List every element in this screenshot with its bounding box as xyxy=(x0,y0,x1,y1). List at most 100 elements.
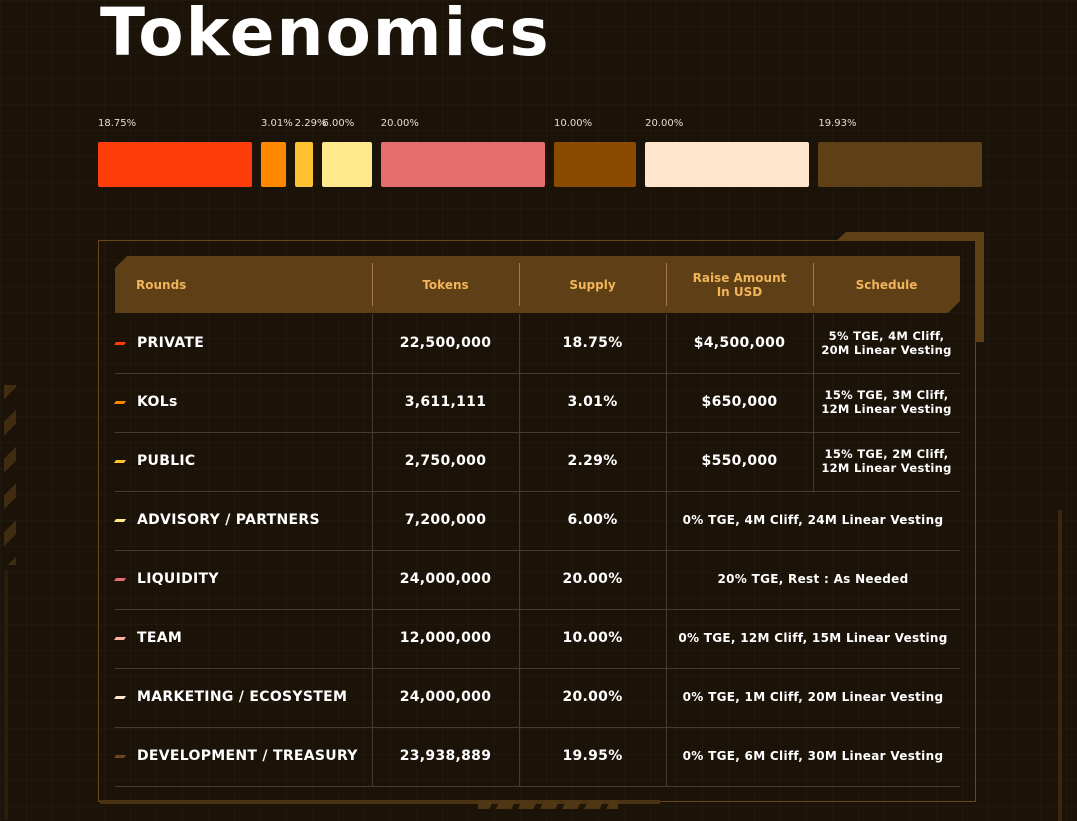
supply-value: 18.75% xyxy=(562,335,623,351)
column-divider xyxy=(666,314,667,373)
table-row: KOLs 3,611,111 3.01% $650,000 15% TGE, 3… xyxy=(113,373,960,433)
allocation-bar: 18.75% 3.01% 2.29% 6.00% 20.00% 10.00% 20.00% 1… xyxy=(0,0,1077,200)
column-divider xyxy=(519,550,520,609)
column-divider xyxy=(372,432,373,491)
header-raise-line2: In USD xyxy=(716,284,763,299)
column-divider xyxy=(519,668,520,727)
tokens-value: 22,500,000 xyxy=(399,335,492,351)
tokens-value: 7,200,000 xyxy=(404,512,487,528)
column-divider xyxy=(372,609,373,668)
allocation-segment xyxy=(98,142,252,187)
round-name: MARKETING / ECOSYSTEM xyxy=(137,689,348,705)
table-row: PUBLIC 2,750,000 2.29% $550,000 15% TGE,… xyxy=(113,432,960,492)
allocation-label: 20.00% xyxy=(645,118,684,129)
schedule-value: 15% TGE, 2M Cliff, 12M Linear Vesting xyxy=(813,432,960,490)
supply-value: 6.00% xyxy=(567,512,618,528)
allocation-label: 3.01% xyxy=(260,118,293,129)
table-row: DEVELOPMENT / TREASURY 23,938,889 19.95%… xyxy=(113,727,960,787)
header-divider xyxy=(813,263,814,306)
allocation-segment xyxy=(645,142,810,187)
tokens-value: 23,938,889 xyxy=(399,748,492,764)
schedule-value: 5% TGE, 4M Cliff, 20M Linear Vesting xyxy=(813,314,960,372)
header-tokens: Tokens xyxy=(422,277,469,292)
schedule-line1: 15% TGE, 3M Cliff, xyxy=(824,388,949,402)
allocation-segment xyxy=(260,142,286,187)
allocation-label: 10.00% xyxy=(553,118,593,129)
round-name: DEVELOPMENT / TREASURY xyxy=(137,748,358,764)
table-row: ADVISORY / PARTNERS 7,200,000 6.00% 0% T… xyxy=(113,491,960,551)
column-divider xyxy=(372,491,373,550)
column-divider xyxy=(372,550,373,609)
schedule-value: 0% TGE, 1M Cliff, 20M Linear Vesting xyxy=(682,690,944,704)
header-divider xyxy=(519,263,520,306)
schedule-line2: 12M Linear Vesting xyxy=(821,461,952,475)
supply-value: 10.00% xyxy=(562,630,623,646)
column-divider xyxy=(813,314,814,373)
column-divider xyxy=(519,727,520,786)
decorative-stripes xyxy=(4,385,16,565)
table-row: MARKETING / ECOSYSTEM 24,000,000 20.00% … xyxy=(113,668,960,728)
column-divider xyxy=(519,373,520,432)
column-divider xyxy=(666,668,667,727)
tokens-value: 24,000,000 xyxy=(399,689,492,705)
schedule-value: 15% TGE, 3M Cliff, 12M Linear Vesting xyxy=(813,373,960,431)
column-divider xyxy=(372,668,373,727)
round-name: PUBLIC xyxy=(137,453,196,469)
allocation-label: 18.75% xyxy=(98,118,137,129)
header-raise-amount: Raise Amount In USD xyxy=(666,256,813,313)
frame-corner-accent xyxy=(836,232,984,342)
allocation-label: 19.93% xyxy=(818,118,857,129)
column-divider xyxy=(813,373,814,432)
table-row: PRIVATE 22,500,000 18.75% $4,500,000 5% … xyxy=(113,314,960,374)
column-divider xyxy=(813,432,814,491)
column-divider xyxy=(666,727,667,786)
schedule-line2: 12M Linear Vesting xyxy=(821,402,952,416)
round-color-marker xyxy=(113,637,127,640)
column-divider xyxy=(666,609,667,668)
column-divider xyxy=(519,491,520,550)
header-rounds: Rounds xyxy=(136,277,187,292)
allocation-segment xyxy=(322,142,372,187)
schedule-value: 20% TGE, Rest : As Needed xyxy=(717,572,909,586)
schedule-value: 0% TGE, 4M Cliff, 24M Linear Vesting xyxy=(682,513,944,527)
header-divider xyxy=(372,263,373,306)
column-divider xyxy=(372,314,373,373)
round-color-marker xyxy=(113,578,127,581)
tokens-value: 12,000,000 xyxy=(399,630,492,646)
table-header: Rounds Tokens Supply Raise Amount In USD… xyxy=(115,256,960,313)
tokens-value: 24,000,000 xyxy=(399,571,492,587)
allocation-label: 20.00% xyxy=(380,118,419,129)
table-row: TEAM 12,000,000 10.00% 0% TGE, 12M Cliff… xyxy=(113,609,960,669)
allocation-label: 6.00% xyxy=(322,118,355,129)
raise-value: $4,500,000 xyxy=(693,335,786,351)
column-divider xyxy=(666,550,667,609)
round-name: LIQUIDITY xyxy=(137,571,219,587)
allocation-label: 2.29% xyxy=(294,118,327,129)
allocation-segment xyxy=(553,142,637,187)
supply-value: 19.95% xyxy=(562,748,623,764)
header-divider xyxy=(666,263,667,306)
column-divider xyxy=(519,432,520,491)
round-name: TEAM xyxy=(137,630,183,646)
column-divider xyxy=(666,491,667,550)
column-divider xyxy=(372,727,373,786)
supply-value: 2.29% xyxy=(567,453,618,469)
round-name: ADVISORY / PARTNERS xyxy=(137,512,320,528)
frame-bottom-stripes xyxy=(478,800,618,809)
round-color-marker xyxy=(113,460,127,463)
tokens-value: 3,611,111 xyxy=(404,394,487,410)
round-name: PRIVATE xyxy=(137,335,205,351)
round-name: KOLs xyxy=(137,394,178,410)
round-color-marker xyxy=(113,401,127,404)
column-divider xyxy=(519,314,520,373)
allocation-segment xyxy=(294,142,314,187)
column-divider xyxy=(666,373,667,432)
allocation-segment xyxy=(818,142,982,187)
schedule-line1: 5% TGE, 4M Cliff, xyxy=(828,329,945,343)
header-schedule: Schedule xyxy=(855,277,918,292)
supply-value: 3.01% xyxy=(567,394,618,410)
allocation-segment xyxy=(380,142,545,187)
table-row: LIQUIDITY 24,000,000 20.00% 20% TGE, Res… xyxy=(113,550,960,610)
round-color-marker xyxy=(113,519,127,522)
round-color-marker xyxy=(113,696,127,699)
